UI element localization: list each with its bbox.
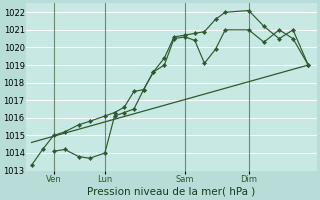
X-axis label: Pression niveau de la mer( hPa ): Pression niveau de la mer( hPa ) (87, 187, 255, 197)
